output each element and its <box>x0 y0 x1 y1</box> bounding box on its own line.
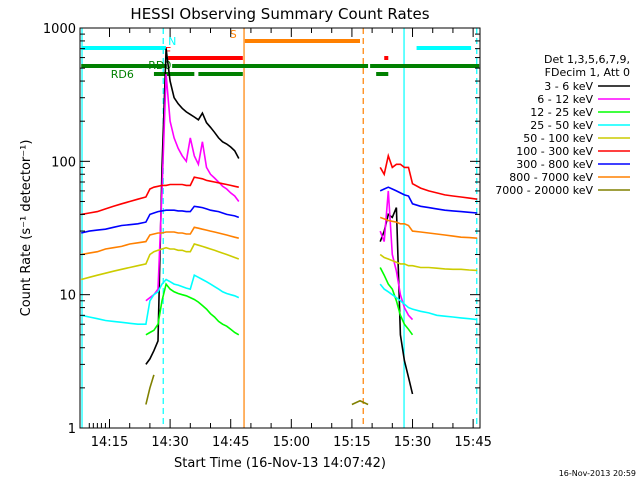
x-axis: 14:15 14:30 14:45 15:00 15:15 15:30 15:45 <box>88 28 492 450</box>
series-line-7 <box>379 216 478 239</box>
chart-title: HESSI Observing Summary Count Rates <box>130 5 429 23</box>
series-layer <box>80 48 478 406</box>
series-line-5 <box>81 176 239 216</box>
state-label-n: N <box>168 35 176 48</box>
series-line-8 <box>351 399 369 406</box>
series-line-7 <box>81 226 239 256</box>
series-line-3 <box>379 283 478 321</box>
legend-label: 300 - 800 keV <box>516 158 593 171</box>
plot-frame <box>79 27 481 429</box>
timestamp: 16-Nov-2013 20:59 <box>559 469 636 478</box>
y-axis: 1 10 100 1000 <box>43 22 480 437</box>
y-tick-label: 1000 <box>43 22 76 37</box>
y-tick-label: 1 <box>68 422 76 437</box>
series-line-8 <box>145 374 155 405</box>
x-tick-label: 15:15 <box>333 435 370 450</box>
state-label-f: F <box>165 45 171 58</box>
y-tick-label: 10 <box>59 289 76 304</box>
series-line-6 <box>81 205 240 234</box>
legend-label: 50 - 100 keV <box>523 132 593 145</box>
x-tick-label: 15:00 <box>273 435 310 450</box>
state-label-rd6: RD6 <box>111 68 134 81</box>
legend: Det 1,3,5,6,7,9, FDecim 1, Att 0 3 - 6 k… <box>495 53 630 197</box>
legend-label: 7000 - 20000 keV <box>495 184 593 197</box>
y-tick-label: 100 <box>51 155 76 170</box>
x-tick-label: 15:30 <box>394 435 431 450</box>
series-line-2 <box>145 282 240 336</box>
legend-header-line-2: FDecim 1, Att 0 <box>545 66 630 79</box>
y-axis-label: Count Rate (s⁻¹ detector⁻¹) <box>19 140 34 317</box>
x-tick-label: 14:45 <box>212 435 249 450</box>
series-line-6 <box>379 186 478 214</box>
series-line-3 <box>81 274 240 326</box>
state-label-s: S <box>230 28 237 41</box>
legend-label: 800 - 7000 keV <box>509 171 593 184</box>
legend-label: 12 - 25 keV <box>530 106 593 119</box>
series-line-1 <box>145 74 240 302</box>
series-line-5 <box>379 152 478 200</box>
x-tick-label: 15:45 <box>454 435 491 450</box>
series-line-1 <box>379 190 414 321</box>
series-line-4 <box>80 243 240 281</box>
legend-header-line-1: Det 1,3,5,6,7,9, <box>544 53 630 66</box>
legend-label: 100 - 300 keV <box>516 145 593 158</box>
legend-label: 6 - 12 keV <box>537 93 593 106</box>
x-tick-label: 14:15 <box>91 435 128 450</box>
legend-label: 25 - 50 keV <box>530 119 593 132</box>
series-line-2 <box>379 267 414 336</box>
legend-label: 3 - 6 keV <box>544 80 593 93</box>
x-axis-label: Start Time (16-Nov-13 14:07:42) <box>174 456 386 471</box>
series-line-4 <box>379 253 478 272</box>
x-tick-label: 14:30 <box>151 435 188 450</box>
